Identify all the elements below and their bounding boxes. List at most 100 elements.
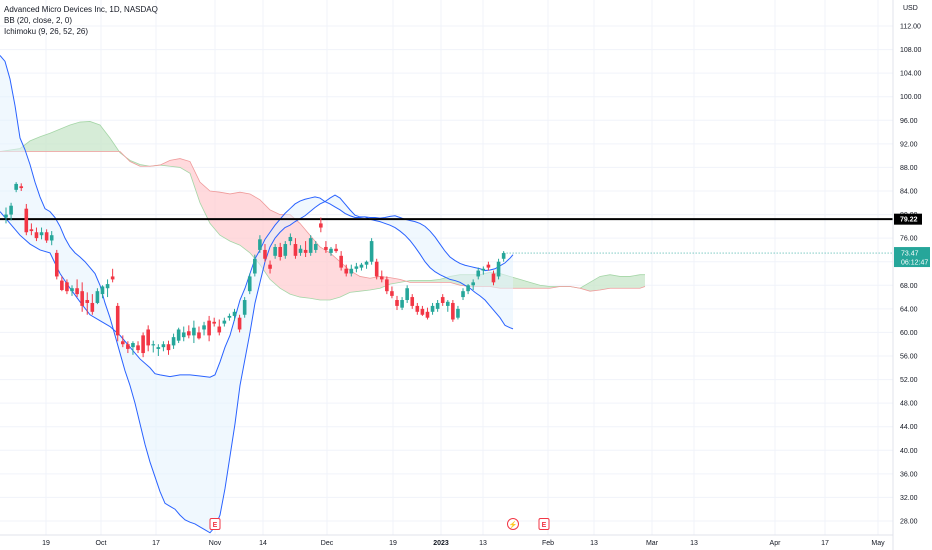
price-tick-label: 88.00 <box>900 165 918 172</box>
price-tick-label: 40.00 <box>900 448 918 455</box>
candle-body <box>65 282 69 292</box>
ichimoku-cloud-segment <box>520 279 530 289</box>
candle-body <box>379 276 384 280</box>
time-tick-label: Mar <box>646 540 659 547</box>
candle-body <box>390 291 394 296</box>
candle-body <box>105 284 110 289</box>
time-tick-label: 2023 <box>433 540 449 547</box>
candle-body <box>136 345 140 351</box>
last-price-tag-label: 73.47 <box>901 251 919 258</box>
price-tick-label: 108.00 <box>900 47 922 54</box>
bb-indicator-label[interactable]: BB (20, close, 2, 0) <box>4 16 73 25</box>
candle-body <box>374 261 379 277</box>
candle-body <box>395 300 399 306</box>
time-tick-label: 13 <box>479 540 487 547</box>
time-tick-label: 13 <box>590 540 598 547</box>
candle-body <box>9 205 13 215</box>
level-price-tag <box>894 213 922 225</box>
candle-body <box>141 335 145 354</box>
candle-body <box>171 337 176 346</box>
ichimoku-cloud-segment <box>590 276 600 292</box>
ichimoku-cloud-segment <box>190 161 200 203</box>
time-tick-label: 19 <box>42 540 50 547</box>
candle-body <box>288 236 293 242</box>
candle-body <box>39 232 44 236</box>
candle-body <box>461 291 465 298</box>
ichimoku-cloud-segment <box>50 129 60 152</box>
candle-body <box>308 238 313 253</box>
candle-body <box>425 311 430 318</box>
candle-body <box>298 248 303 253</box>
candle-body <box>19 186 24 189</box>
candle-body <box>364 261 369 265</box>
ichimoku-indicator-label[interactable]: Ichimoku (9, 26, 52, 26) <box>4 27 89 36</box>
ichimoku-cloud-segment <box>600 274 610 290</box>
ichimoku-cloud-segment <box>630 274 640 289</box>
ichimoku-cloud-segment <box>370 276 380 290</box>
candle-body <box>166 344 171 351</box>
candle-body <box>293 244 298 256</box>
candle-body <box>359 264 364 268</box>
candle-body <box>415 305 420 312</box>
candle-body <box>29 229 34 232</box>
candle-body <box>501 253 506 259</box>
candle-body <box>445 301 450 306</box>
currency-label: USD <box>903 5 918 12</box>
candle-body <box>481 268 486 271</box>
candle-body <box>329 248 333 253</box>
ichimoku-cloud-segment <box>80 121 90 152</box>
candle-body <box>115 305 120 336</box>
price-tick-label: 56.00 <box>900 354 918 361</box>
ichimoku-cloud-segment <box>430 279 440 283</box>
candle-body <box>273 246 277 256</box>
candle-body <box>110 276 115 280</box>
candle-body <box>491 273 496 283</box>
time-tick-label: 17 <box>152 540 160 547</box>
ichimoku-cloud-segment <box>220 192 230 242</box>
candle-body <box>80 291 84 306</box>
candle-body <box>344 268 349 274</box>
candle-body <box>486 264 491 268</box>
time-tick-label: Dec <box>321 540 334 547</box>
ichimoku-cloud-segment <box>350 270 360 293</box>
earnings-event-marker <box>538 518 550 530</box>
candle-body <box>75 288 79 295</box>
ichimoku-cloud-segment <box>410 280 420 283</box>
candle-body <box>60 280 64 290</box>
price-tick-label: 96.00 <box>900 118 918 125</box>
time-tick-label: 17 <box>821 540 829 547</box>
ichimoku-cloud-segment <box>210 191 220 236</box>
candle-body <box>410 297 415 306</box>
price-tick-label: 104.00 <box>900 71 922 78</box>
ichimoku-cloud-segment <box>610 274 620 289</box>
ichimoku-cloud-segment <box>420 280 430 283</box>
price-tick-label: 64.00 <box>900 306 918 313</box>
ichimoku-cloud-segment <box>330 252 340 301</box>
price-tick-label: 52.00 <box>900 377 918 384</box>
candle-body <box>156 347 161 349</box>
candle-body <box>369 241 374 262</box>
candle-body <box>187 331 191 336</box>
price-tick-label: 112.00 <box>900 24 921 31</box>
ichimoku-cloud-segment <box>310 235 320 301</box>
candle-body <box>466 285 470 292</box>
chart-legend: Advanced Micro Devices Inc, 1D, NASDAQ B… <box>4 4 158 37</box>
price-tick-label: 44.00 <box>900 424 918 431</box>
candle-body <box>232 311 237 316</box>
candle-body <box>303 249 308 253</box>
candle-body <box>354 266 359 269</box>
ichimoku-cloud-segment <box>180 158 190 174</box>
candle-body <box>334 248 338 252</box>
candle-body <box>253 258 257 274</box>
candle-body <box>385 279 389 292</box>
candle-body <box>430 305 435 312</box>
candle-body <box>176 329 181 341</box>
candle-body <box>14 183 18 190</box>
bollinger-upper-band <box>0 55 514 534</box>
candle-body <box>222 320 227 324</box>
time-tick-label: 19 <box>389 540 397 547</box>
price-tick-label: 92.00 <box>900 141 918 148</box>
candle-body <box>349 268 354 274</box>
